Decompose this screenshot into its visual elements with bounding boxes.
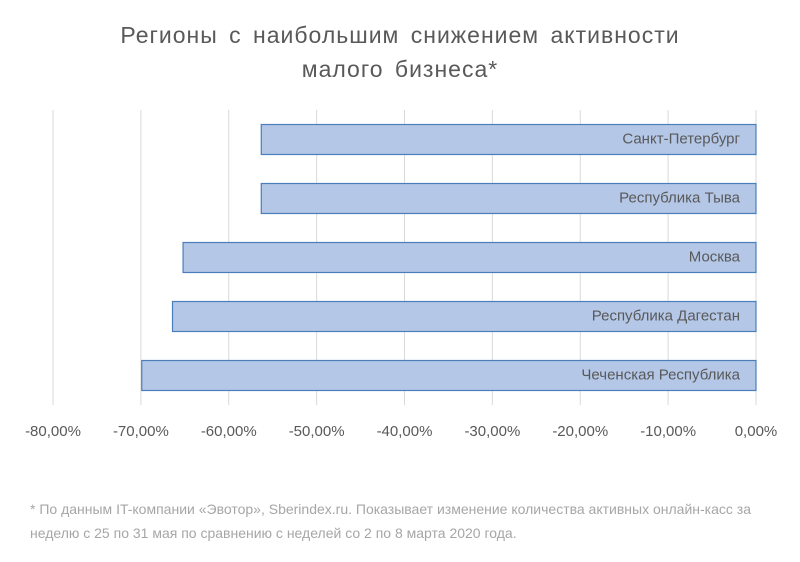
bar [141,359,757,392]
bar [260,182,757,215]
x-tick-label: -10,00% [640,423,696,440]
x-tick-label: -30,00% [464,423,520,440]
bar [182,241,757,274]
x-tick-label: -40,00% [377,423,433,440]
category-label: Чеченская Республика [581,366,740,383]
footnote: * По данным IT-компании «Эвотор», Sberin… [30,501,751,541]
category-label: Москва [689,248,741,265]
category-label: Республика Тыва [619,189,741,206]
x-tick-label: -70,00% [113,423,169,440]
category-label: Республика Дагестан [592,307,740,324]
bar [171,300,757,333]
x-tick-label: -60,00% [201,423,257,440]
x-tick-label: 0,00% [735,423,778,440]
bar [260,123,757,156]
x-tick-label: -20,00% [552,423,608,440]
category-label: Санкт-Петербург [622,130,740,147]
x-tick-label: -50,00% [289,423,345,440]
chart-title: Регионы с наибольшим снижением активност… [120,22,680,82]
x-tick-label: -80,00% [25,423,81,440]
